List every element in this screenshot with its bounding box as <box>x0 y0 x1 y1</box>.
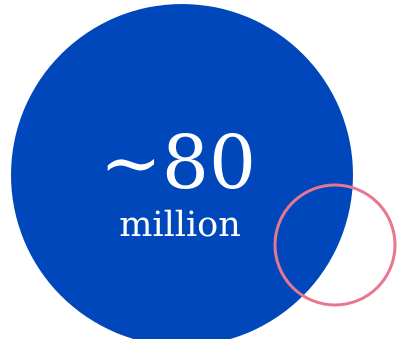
stat-unit: million <box>119 205 241 245</box>
stat-circle <box>11 4 353 339</box>
stat-value: ~80 <box>100 120 256 206</box>
decorative-ring <box>273 183 397 307</box>
